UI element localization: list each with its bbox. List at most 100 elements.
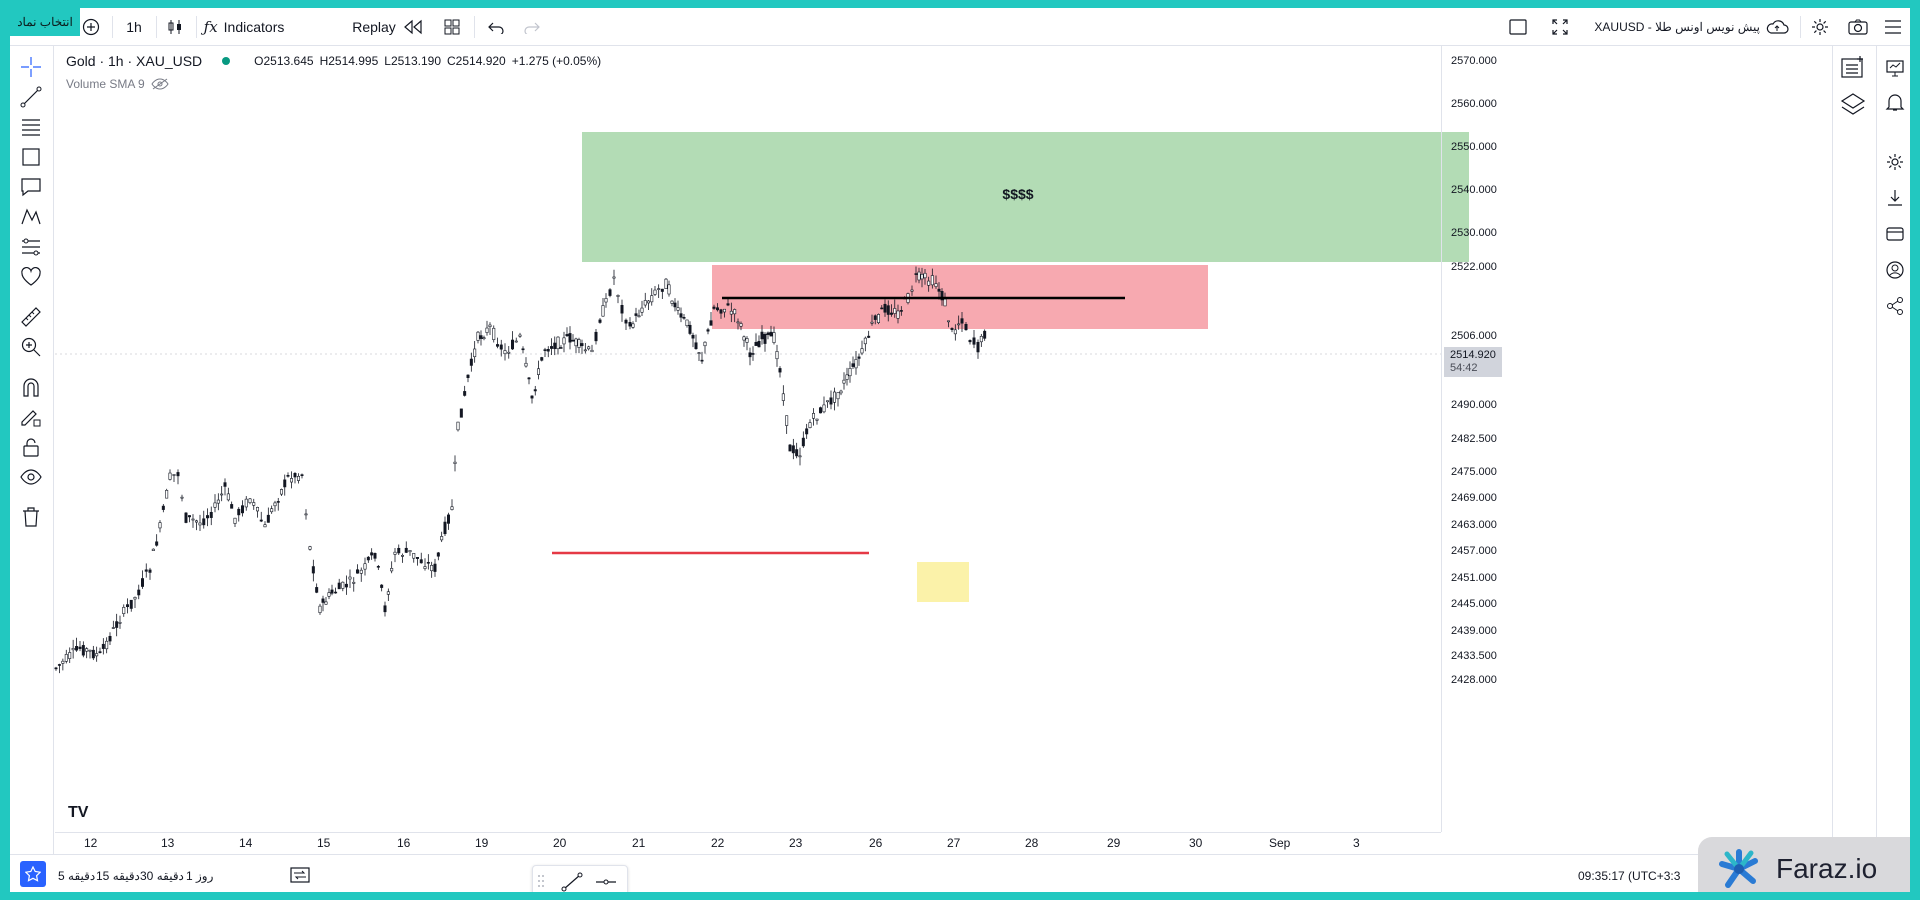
- favorites-tool[interactable]: [16, 262, 46, 292]
- share-button[interactable]: [1881, 292, 1909, 320]
- candle-body: [263, 524, 267, 528]
- chart-type-button[interactable]: [160, 8, 190, 46]
- price-tick-label: 2490.000: [1451, 399, 1497, 411]
- rectangle-tool[interactable]: [16, 142, 46, 172]
- add-symbol-button[interactable]: [76, 8, 106, 46]
- gear-icon: [1885, 152, 1905, 172]
- measure-tool[interactable]: [16, 302, 46, 332]
- candle-body: [920, 273, 924, 280]
- candle-body: [608, 289, 612, 296]
- snapshot-button[interactable]: [1844, 8, 1872, 46]
- candle-body: [415, 557, 419, 559]
- gear-icon: [1811, 18, 1829, 36]
- drag-handle-icon[interactable]: [537, 874, 545, 888]
- forecast-tool[interactable]: [16, 232, 46, 262]
- candle-body: [568, 333, 572, 343]
- candle-body: [88, 649, 92, 652]
- delete-tool[interactable]: [16, 502, 46, 532]
- cloud-save-button[interactable]: [1762, 8, 1792, 46]
- redo-button[interactable]: [518, 8, 546, 46]
- price-tick-label: 2540.000: [1451, 184, 1497, 196]
- eye-icon: [20, 466, 42, 488]
- alerts-button[interactable]: [1881, 88, 1909, 116]
- candle-body: [679, 313, 683, 318]
- candle-body: [876, 314, 880, 323]
- zoom-tool[interactable]: [16, 332, 46, 362]
- favorites-star-button[interactable]: [20, 861, 46, 887]
- layers-button[interactable]: [1839, 90, 1867, 118]
- symbol-title[interactable]: XAUUSD - پیش نویس اونس طلا: [1594, 20, 1760, 34]
- undo-button[interactable]: [482, 8, 510, 46]
- market-status-dot: [222, 57, 231, 65]
- candle-body: [321, 598, 325, 603]
- card-button[interactable]: [1881, 220, 1909, 248]
- indicators-button[interactable]: ƒx Indicators: [202, 8, 286, 46]
- symbol-title-legend[interactable]: Gold · 1h · XAU_USD: [66, 53, 203, 69]
- compare-button[interactable]: [290, 866, 310, 884]
- timeframe-button[interactable]: 5 دقیقه: [58, 869, 96, 883]
- candle-body: [450, 506, 454, 510]
- candle-body: [54, 667, 58, 670]
- candle-body: [304, 513, 308, 516]
- main-menu-button[interactable]: [1878, 8, 1908, 46]
- trendline-icon[interactable]: [561, 872, 583, 892]
- settings-side-button[interactable]: [1881, 148, 1909, 176]
- candle-body: [390, 568, 394, 572]
- candle-body: [111, 627, 115, 629]
- pattern-tool[interactable]: [16, 202, 46, 232]
- candle-body: [68, 652, 72, 659]
- download-button[interactable]: [1881, 184, 1909, 212]
- volume-legend: Volume SMA 9: [66, 77, 169, 91]
- candle-body: [366, 556, 370, 561]
- right-side-bar: [1876, 46, 1910, 892]
- price-tick-label: 2570.000: [1451, 55, 1497, 67]
- candle-body: [722, 308, 726, 313]
- indicators-label: Indicators: [223, 19, 285, 35]
- replay-label: Replay: [352, 19, 396, 35]
- watchlist-button[interactable]: [1839, 54, 1867, 82]
- candle-body: [168, 472, 172, 480]
- price-chart[interactable]: [10, 8, 1910, 892]
- timeframe-button[interactable]: 1 روز: [186, 869, 214, 883]
- layout-button[interactable]: [438, 8, 466, 46]
- candle-body: [237, 508, 241, 516]
- candle-body: [75, 646, 79, 651]
- replay-button[interactable]: Replay: [346, 8, 430, 46]
- fullscreen-button[interactable]: [1546, 8, 1574, 46]
- ohlc-close: C2514.920: [447, 54, 506, 68]
- profile-button[interactable]: [1881, 256, 1909, 284]
- ohlc-change: +1.275 (+0.05%): [511, 54, 602, 68]
- monitor-button[interactable]: [1881, 54, 1909, 82]
- hide-tool[interactable]: [16, 462, 46, 492]
- candle-body: [930, 275, 934, 286]
- candle-body: [115, 621, 119, 628]
- candle-body: [953, 329, 957, 335]
- candle-body: [216, 499, 220, 504]
- candle-body: [791, 445, 795, 454]
- magnet-tool[interactable]: [16, 372, 46, 402]
- candle-body: [736, 321, 740, 324]
- price-axis[interactable]: [1441, 46, 1505, 832]
- time-axis[interactable]: [55, 832, 1441, 854]
- candle-body: [751, 353, 755, 355]
- interval-button[interactable]: 1h: [126, 19, 142, 35]
- clock[interactable]: 09:35:17 (UTC+3:3: [1578, 869, 1681, 883]
- toggle-panel-button[interactable]: [1504, 8, 1532, 46]
- trendline-tool[interactable]: [16, 82, 46, 112]
- note-tool[interactable]: [16, 172, 46, 202]
- candle-body: [694, 342, 698, 350]
- candle-body: [393, 551, 397, 555]
- lock-tool[interactable]: [16, 432, 46, 462]
- timeframe-button[interactable]: 15 دقیقه: [96, 869, 140, 883]
- select-symbol-button[interactable]: انتخاب نماد: [10, 8, 80, 36]
- timeframe-button[interactable]: 30 دقیقه: [140, 869, 184, 883]
- settings-button[interactable]: [1806, 8, 1834, 46]
- eye-off-icon[interactable]: [151, 78, 169, 90]
- horizontal-line-icon[interactable]: [595, 872, 617, 892]
- candle-body: [195, 520, 199, 523]
- crosshair-tool[interactable]: [16, 52, 46, 82]
- lock-drawings-tool[interactable]: [16, 402, 46, 432]
- candle-body: [510, 339, 514, 350]
- candle-body: [492, 327, 496, 340]
- fib-tool[interactable]: [16, 112, 46, 142]
